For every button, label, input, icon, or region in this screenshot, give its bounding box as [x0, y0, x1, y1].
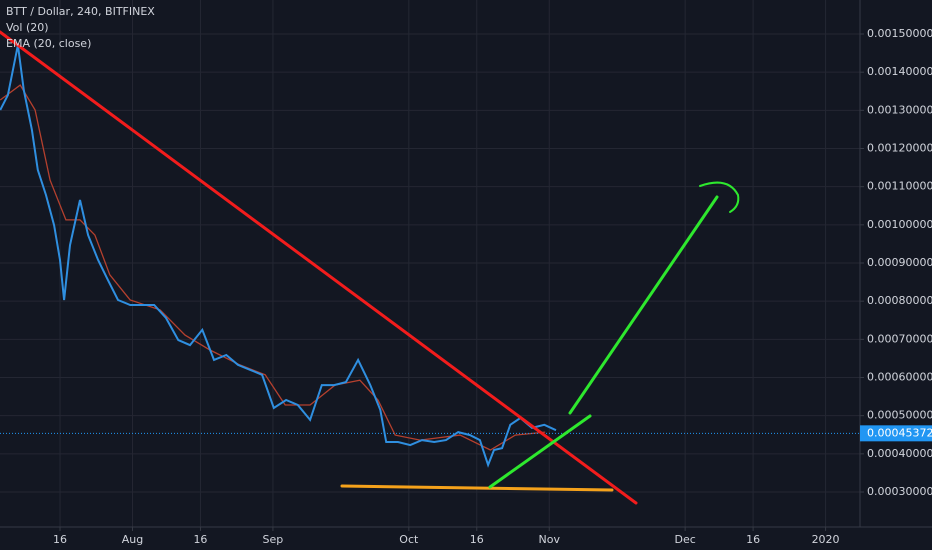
- rising-line: [488, 414, 592, 489]
- y-tick-label: 0.00140000: [867, 65, 932, 78]
- x-tick-label: Nov: [539, 533, 561, 546]
- price-line: [0, 44, 557, 468]
- support-line: [340, 484, 614, 492]
- x-tick-label: 16: [470, 533, 484, 546]
- y-tick-label: 0.00130000: [867, 103, 932, 116]
- y-tick-label: 0.00110000: [867, 180, 932, 193]
- drawings: [0, 30, 740, 505]
- y-tick-label: 0.00060000: [867, 371, 932, 384]
- axes: 0.00030000 0.00040000 0.00050000 0.00060000…: [53, 27, 932, 546]
- chart-title: BTT / Dollar, 240, BITFINEX: [6, 5, 155, 18]
- x-tick-label: 16: [193, 533, 207, 546]
- last-price-label: 0.00045372: [867, 426, 932, 439]
- indicator-label: EMA (20, close): [6, 37, 91, 50]
- target-arrow: [568, 195, 719, 415]
- target-arc: [699, 181, 740, 213]
- y-tick-label: 0.00080000: [867, 294, 932, 307]
- x-tick-label: 16: [53, 533, 67, 546]
- y-tick-label: 0.00040000: [867, 447, 932, 460]
- y-tick-label: 0.00100000: [867, 218, 932, 231]
- x-tick-label: Oct: [399, 533, 419, 546]
- x-tick-label: Sep: [263, 533, 284, 546]
- y-tick-label: 0.00050000: [867, 409, 932, 422]
- x-tick-label: Aug: [122, 533, 143, 546]
- indicator-label: Vol (20): [6, 21, 49, 34]
- y-tick-label: 0.00150000: [867, 27, 932, 40]
- y-tick-label: 0.00120000: [867, 142, 932, 155]
- x-tick-label: Dec: [674, 533, 695, 546]
- plot: [0, 44, 860, 468]
- x-tick-label: 16: [746, 533, 760, 546]
- y-tick-label: 0.00090000: [867, 256, 932, 269]
- x-tick-label: 2020: [812, 533, 840, 546]
- last-price-box: [860, 425, 932, 442]
- y-tick-label: 0.00030000: [867, 485, 932, 498]
- trend-line: [0, 30, 638, 505]
- y-tick-label: 0.00070000: [867, 332, 932, 345]
